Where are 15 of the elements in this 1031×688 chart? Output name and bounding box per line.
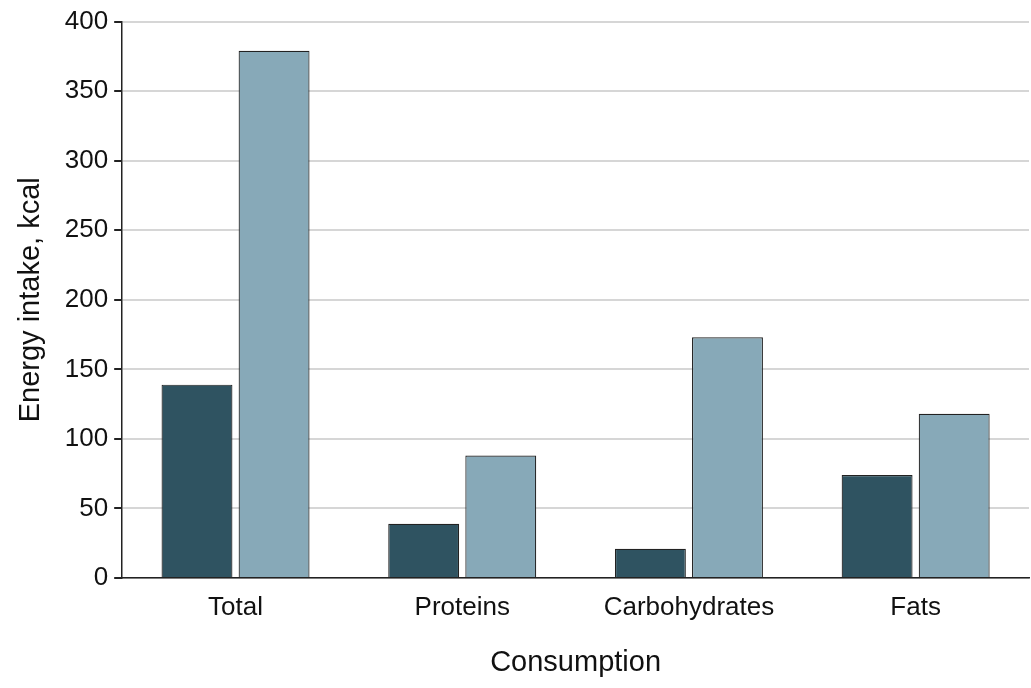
y-tick-label: 300 xyxy=(64,143,109,174)
x-axis-title: Consumption xyxy=(490,644,662,677)
y-tick-label: 350 xyxy=(64,74,109,105)
y-tick-label: 250 xyxy=(64,213,109,244)
x-tick-label: Carbohydrates xyxy=(603,590,775,621)
x-tick-label: Fats xyxy=(890,590,941,621)
y-tick-label: 0 xyxy=(93,561,109,592)
x-tick-label: Total xyxy=(208,590,263,621)
y-tick-label: 400 xyxy=(64,4,109,35)
y-axis-title: Energy intake, kcal xyxy=(13,177,46,423)
y-tick-label: 50 xyxy=(79,491,109,522)
y-tick-label: 150 xyxy=(64,352,109,383)
x-tick-label: Proteins xyxy=(414,590,510,621)
y-tick-label: 100 xyxy=(64,422,109,453)
y-tick-label: 200 xyxy=(64,282,109,313)
